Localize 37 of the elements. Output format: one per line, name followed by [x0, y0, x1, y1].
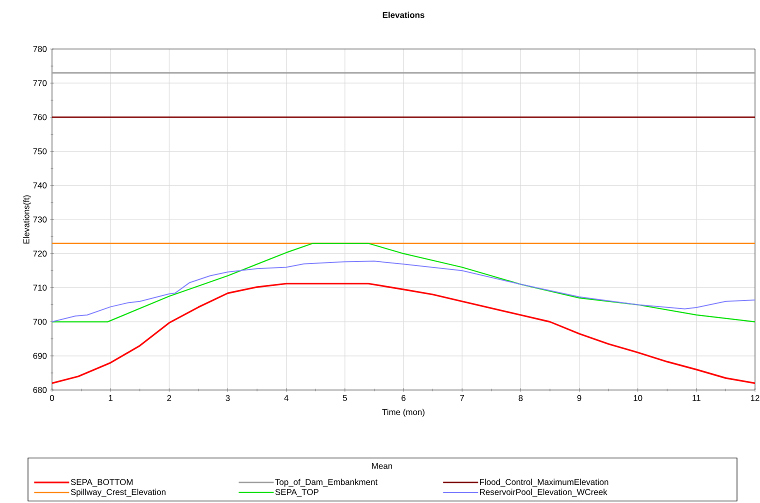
x-tick-label: 4 — [284, 395, 288, 401]
legend-label: SEPA_TOP — [275, 489, 318, 497]
x-tick-label: 12 — [750, 395, 760, 401]
x-tick-label: 6 — [402, 395, 406, 402]
x-tick-label: 11 — [692, 395, 700, 401]
y-tick-label: 710 — [33, 284, 47, 291]
x-tick-label: 7 — [460, 395, 464, 401]
y-tick-label: 730 — [33, 216, 47, 222]
x-tick-label: 3 — [226, 395, 230, 402]
legend-label: Flood_Control_MaximumElevation — [480, 478, 608, 487]
x-tick-label: 8 — [518, 395, 523, 402]
y-tick-label: 780 — [33, 46, 47, 52]
legend-label: SEPA_BOTTOM — [70, 479, 133, 487]
x-tick-label: 2 — [167, 395, 172, 401]
y-tick-label: 740 — [33, 182, 47, 188]
x-tick-label: 5 — [342, 395, 347, 401]
y-axis-title: Elevations(ft) — [23, 195, 31, 244]
legend-label: Top_of_Dam_Embankment — [275, 478, 378, 487]
legend-title: Mean — [372, 463, 392, 469]
y-tick-label: 680 — [33, 387, 47, 393]
line-series — [52, 242, 756, 322]
x-tick-label: 0 — [50, 395, 54, 402]
line-series — [52, 260, 756, 322]
y-tick-label: 760 — [33, 114, 47, 120]
x-tick-label: 9 — [577, 395, 582, 402]
x-axis-title: Time (mon) — [382, 408, 424, 417]
y-tick-label: 770 — [33, 80, 47, 86]
legend-label: Spillway_Crest_Elevation — [70, 488, 166, 497]
y-tick-label: 720 — [33, 250, 47, 257]
chart-title: Elevations — [382, 12, 424, 18]
x-tick-label: 1 — [108, 395, 113, 401]
line-series — [52, 282, 756, 384]
y-tick-label: 750 — [33, 148, 47, 154]
y-tick-label: 690 — [33, 352, 47, 359]
legend-label: ReservoirPool_Elevation_WCreek — [480, 488, 608, 497]
x-tick-label: 10 — [634, 395, 642, 402]
y-tick-label: 700 — [33, 318, 47, 325]
